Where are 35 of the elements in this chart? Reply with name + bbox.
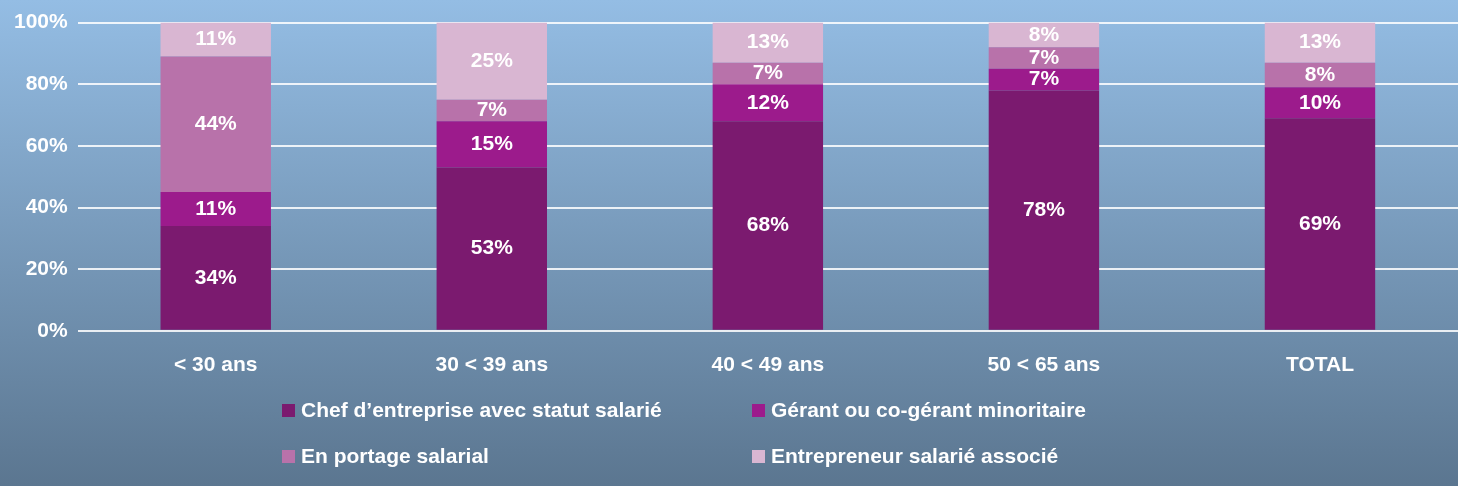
x-tick-label: 40 < 49 ans [711, 352, 825, 376]
data-label: 11% [195, 26, 237, 50]
y-tick-label: 100% [13, 9, 69, 33]
data-label: 7% [752, 60, 784, 84]
data-label: 53% [470, 235, 514, 259]
data-label: 13% [746, 29, 790, 53]
x-tick-label: TOTAL [1285, 352, 1355, 376]
data-label: 12% [746, 89, 790, 113]
data-label: 69% [1298, 210, 1342, 234]
data-label: 44% [194, 111, 238, 135]
data-label: 7% [1028, 44, 1060, 68]
y-tick-label: 60% [25, 132, 69, 156]
legend-label: Chef d’entreprise avec statut salarié [301, 398, 662, 422]
x-tick-label: 30 < 39 ans [435, 352, 549, 376]
y-tick-label: 40% [25, 194, 69, 218]
data-label: 8% [1028, 21, 1060, 45]
x-tick-label: < 30 ans [174, 352, 258, 376]
y-tick-label: 80% [25, 71, 69, 95]
y-tick-label: 0% [37, 317, 69, 341]
y-tick-label: 20% [25, 255, 69, 279]
data-label: 78% [1022, 196, 1066, 220]
data-label: 11% [195, 195, 237, 219]
legend-label: En portage salarial [301, 444, 489, 468]
x-tick-label: 50 < 65 ans [987, 352, 1101, 376]
data-label: 25% [470, 47, 514, 71]
data-label: 7% [476, 97, 508, 121]
data-label: 68% [746, 212, 790, 236]
data-label: 15% [470, 131, 514, 155]
data-label: 10% [1298, 89, 1342, 113]
data-label: 34% [194, 264, 238, 288]
legend-label: Entrepreneur salarié associé [771, 444, 1059, 468]
data-label: 13% [1298, 29, 1342, 53]
data-label: 7% [1028, 66, 1060, 90]
data-label: 8% [1304, 61, 1336, 85]
legend-label: Gérant ou co-gérant minoritaire [771, 398, 1087, 422]
